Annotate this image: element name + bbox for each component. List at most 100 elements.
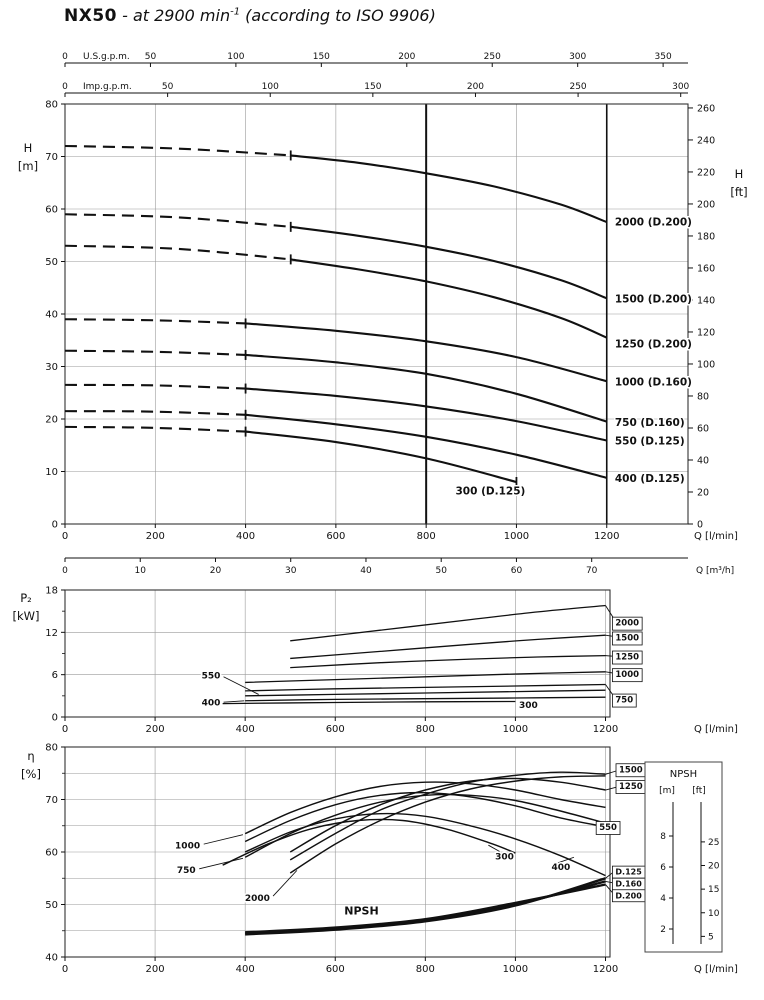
curve-400-D.125--dashed xyxy=(64,410,246,416)
y-axis-title: [%] xyxy=(21,767,41,781)
label-box xyxy=(595,821,621,835)
y-tick-label: 40 xyxy=(45,310,58,321)
ruler-tick-label: 40 xyxy=(360,566,372,576)
curve-label-D.200: D.200 xyxy=(615,891,642,900)
label-leader-line xyxy=(605,770,618,775)
curve-1500-D.200- xyxy=(290,225,608,300)
curve-750-D.160--dashed xyxy=(64,349,246,356)
y-tick-label: 10 xyxy=(45,467,58,478)
curve-label-2000: 2000 xyxy=(615,619,639,629)
x-tick-label: 1000 xyxy=(504,531,529,542)
x-tick-label: 1200 xyxy=(593,964,618,975)
curve-label-400-D.125-: 400 (D.125) xyxy=(615,473,685,485)
page-title: NX50 - at 2900 min-1 (according to ISO 9… xyxy=(64,6,436,26)
curve-label-2000-D.200-: 2000 (D.200) xyxy=(615,216,692,228)
label-box xyxy=(612,693,637,708)
ruler-title: Q [m³/h] xyxy=(696,566,734,576)
curve-label-1000-D.160-: 1000 (D.160) xyxy=(615,376,692,388)
y-tick-label: 70 xyxy=(45,795,58,806)
npsh-ft-tick-label: 10 xyxy=(708,909,720,919)
curve-550-D.125--dashed xyxy=(64,383,246,390)
curve-label-400: 400 xyxy=(202,698,221,708)
x-tick-label: 200 xyxy=(146,531,165,542)
curve-label-400: 400 xyxy=(551,863,570,873)
ruler-tick-label: 150 xyxy=(313,52,330,62)
y2-tick-label: 120 xyxy=(697,327,715,338)
y2-axis-title: H xyxy=(735,167,744,181)
curve-1250 xyxy=(290,654,606,669)
y-tick-label: 0 xyxy=(52,520,58,531)
curve-label-300-D.125-: 300 (D.125) xyxy=(456,486,526,498)
curve-300-D.125--dashed xyxy=(64,425,246,433)
x-tick-label: 0 xyxy=(62,531,68,542)
y2-tick-label: 220 xyxy=(697,167,715,178)
ruler-tick-label: 70 xyxy=(586,566,598,576)
title-speed-text: - at 2900 min xyxy=(117,6,231,25)
ruler-tick-label: 20 xyxy=(210,566,222,576)
curve-300 xyxy=(222,818,516,866)
curve-label-550: 550 xyxy=(599,823,617,833)
y2-tick-label: 260 xyxy=(697,103,715,114)
y-tick-label: 60 xyxy=(45,205,58,216)
x-tick-label: 200 xyxy=(146,964,165,975)
y-tick-label: 6 xyxy=(52,670,58,681)
x-tick-label: 800 xyxy=(416,724,435,735)
ruler-tick-label: 200 xyxy=(398,52,415,62)
ruler-tick-label: 0 xyxy=(62,566,68,576)
x-tick-label: 600 xyxy=(326,531,345,542)
npsh-ft-tick-label: 25 xyxy=(708,838,719,848)
y2-tick-label: 40 xyxy=(697,455,709,466)
curve-label-D.160: D.160 xyxy=(615,880,642,889)
curve-label-750: 750 xyxy=(615,696,633,706)
ruler-tick-label: 0 xyxy=(62,52,68,62)
y-axis-title: [m] xyxy=(18,159,38,173)
x-tick-label: 0 xyxy=(62,964,68,975)
y2-tick-label: 60 xyxy=(697,423,709,434)
x-tick-label: 1200 xyxy=(593,724,618,735)
label-leader-line xyxy=(223,676,259,695)
npsh-m-tick-label: 6 xyxy=(660,863,666,873)
curve-label-1000: 1000 xyxy=(615,670,639,680)
label-leader-line xyxy=(199,857,244,870)
y2-tick-label: 160 xyxy=(697,263,715,274)
ruler-title: Imp.g.p.m. xyxy=(83,82,132,92)
npsh-scale-box: NPSH [m] [ft] 2 4 6 8 5 10 15 20 25 xyxy=(644,761,723,953)
y2-axis-title: [ft] xyxy=(730,185,747,199)
x-tick-label: 1200 xyxy=(594,531,619,542)
x-tick-label: 0 xyxy=(62,724,68,735)
x-tick-label: 400 xyxy=(236,531,255,542)
ruler-tick-label: 250 xyxy=(484,52,501,62)
curve-300 xyxy=(222,700,516,705)
npsh-m-tick-label: 8 xyxy=(660,832,666,842)
y-tick-label: 12 xyxy=(45,628,58,639)
y-tick-label: 80 xyxy=(45,100,58,111)
ruler-tick-label: 50 xyxy=(162,82,174,92)
ruler-tick-label: 150 xyxy=(364,82,381,92)
curve-label-550-D.125-: 550 (D.125) xyxy=(615,435,685,447)
y-axis-title: H xyxy=(24,141,33,155)
npsh-ft-tick-label: 20 xyxy=(708,862,720,872)
title-speed: - at 2900 min-1 (according to ISO 9906) xyxy=(117,6,436,25)
y-tick-label: 50 xyxy=(45,257,58,268)
curve-1500 xyxy=(289,771,606,861)
label-leader-line xyxy=(203,834,244,845)
ruler-tick-label: 300 xyxy=(569,52,586,62)
y-tick-label: 80 xyxy=(45,743,58,754)
curve-label-1000: 1000 xyxy=(175,841,200,851)
curve-2000-D.200--dashed xyxy=(64,144,291,157)
curve-1500-D.200--dashed xyxy=(64,213,291,228)
y2-tick-label: 180 xyxy=(697,231,715,242)
label-leader-line xyxy=(272,870,298,897)
ruler-tick-label: 10 xyxy=(135,566,147,576)
curve-label-300: 300 xyxy=(495,852,514,862)
y2-tick-label: 200 xyxy=(697,199,715,210)
curve-550-D.125- xyxy=(245,387,607,442)
npsh-ft-tick-label: 15 xyxy=(708,885,719,895)
label-box xyxy=(612,668,643,683)
x-tick-label: 600 xyxy=(326,964,345,975)
x-axis-title: Q [l/min] xyxy=(694,724,738,735)
npsh-box-border xyxy=(644,761,723,953)
pump-model: NX50 xyxy=(64,6,117,26)
label-box xyxy=(612,650,643,665)
